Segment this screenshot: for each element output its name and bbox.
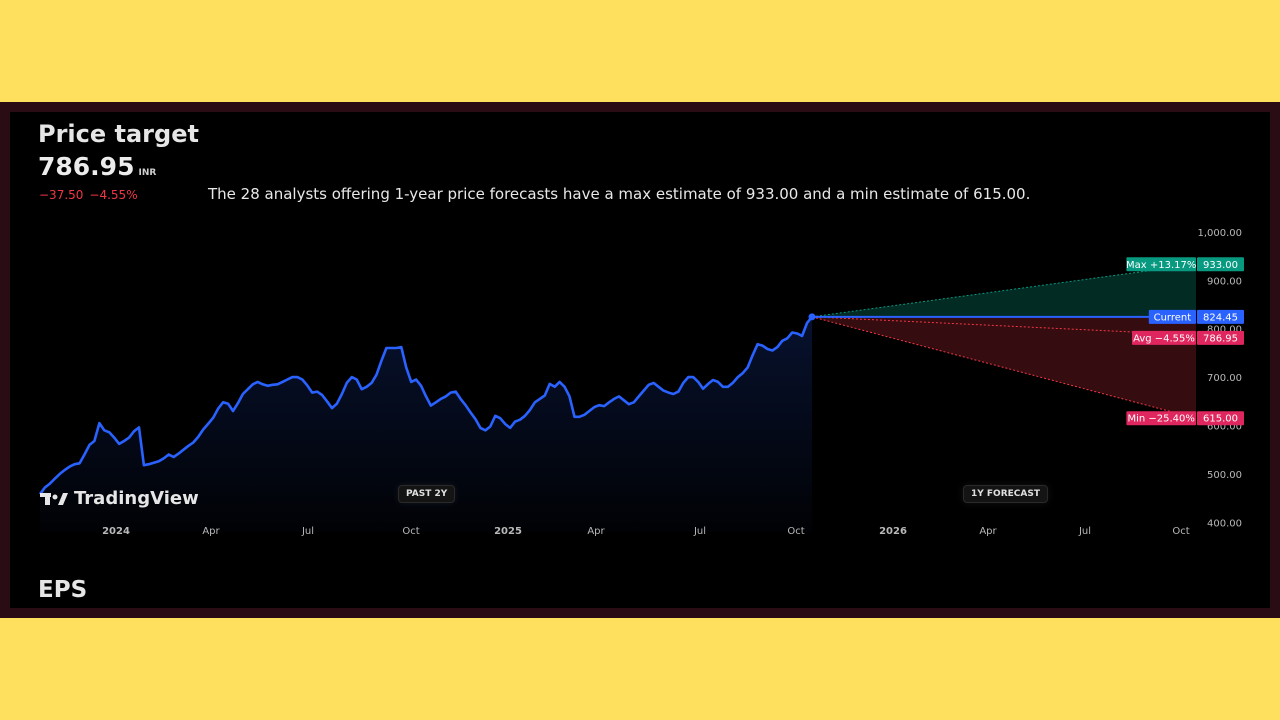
x-tick-label: 2025: [494, 526, 522, 537]
forecast-description: The 28 analysts offering 1-year price fo…: [208, 185, 1031, 203]
target-value-box: [1197, 411, 1244, 426]
target-value-box: [1197, 309, 1244, 324]
target-name-box: [1132, 330, 1196, 345]
x-tick-label: Apr: [202, 526, 220, 537]
target-name-box: [1148, 309, 1196, 324]
x-tick-label: Jul: [301, 526, 314, 537]
x-tick-label: Oct: [1172, 526, 1189, 537]
x-tick-label: Jul: [1078, 526, 1091, 537]
y-tick-label: 700.00: [1207, 373, 1242, 384]
target-value-label: 615.00: [1203, 414, 1238, 425]
eps-heading: EPS: [38, 577, 88, 603]
target-value-box: [1197, 257, 1244, 272]
y-tick-label: 1,000.00: [1197, 228, 1242, 239]
target-value-label: 824.45: [1203, 312, 1238, 323]
price-value: 786.95: [38, 152, 135, 181]
price-change: −37.50 −4.55%: [39, 188, 138, 202]
x-tick-label: 2024: [102, 526, 130, 537]
x-tick-label: Apr: [587, 526, 605, 537]
x-tick-label: Oct: [787, 526, 804, 537]
x-tick-label: 2026: [879, 526, 907, 537]
y-tick-label: 400.00: [1207, 518, 1242, 529]
price-target-panel: Price target 786.95 INR −37.50 −4.55% The …: [10, 112, 1270, 608]
target-name-label: Min −25.40%: [1127, 414, 1194, 425]
tradingview-name: TradingView: [74, 488, 199, 509]
forecast-line-max: [811, 263, 1197, 318]
currency-label: INR: [138, 168, 157, 178]
target-name-box: [1126, 257, 1196, 272]
target-value-label: 786.95: [1203, 333, 1238, 344]
history-line: [38, 315, 814, 495]
price-target-value: 786.95 INR: [38, 152, 156, 181]
x-tick-label: Jul: [693, 526, 706, 537]
forecast-area-min: [812, 316, 1196, 419]
x-axis-ticks: 2024 Apr Jul Oct 2025 Apr Jul Oct 2026 Apr Jul Oct: [102, 526, 1190, 537]
x-tick-label: Apr: [979, 526, 997, 537]
current-price-point[interactable]: [808, 313, 816, 321]
forecast-1y-pill[interactable]: 1Y FORECAST: [963, 485, 1048, 503]
x-tick-label: Oct: [402, 526, 419, 537]
tradingview-logo[interactable]: TradingView: [40, 488, 199, 509]
target-name-box: [1126, 411, 1196, 426]
target-value-label: 933.00: [1203, 260, 1238, 271]
page-title: Price target: [38, 120, 199, 148]
frame: Price target 786.95 INR −37.50 −4.55% The …: [0, 102, 1280, 618]
change-percent: −4.55%: [89, 188, 138, 202]
y-tick-label: 500.00: [1207, 470, 1242, 481]
target-value-box: [1197, 330, 1244, 345]
target-labels: Max +13.17% 933.00 Current 824.45 Avg −4.55%…: [1126, 257, 1244, 426]
target-name-label: Max +13.17%: [1126, 260, 1196, 271]
price-target-chart: 2024 Apr Jul Oct 2025 Apr Jul Oct 2026 Apr Jul Oct …: [38, 228, 1244, 537]
history-area: [40, 316, 812, 532]
change-absolute: −37.50: [39, 188, 84, 202]
tradingview-icon: [40, 492, 68, 505]
past-2y-pill[interactable]: PAST 2Y: [398, 485, 456, 503]
y-tick-label: 900.00: [1207, 276, 1242, 287]
target-name-label: Avg −4.55%: [1133, 333, 1195, 344]
y-tick-label: 800.00: [1207, 325, 1242, 336]
y-axis-ticks: 400.00 500.00 600.00 700.00 800.00 900.00 1,00…: [1197, 228, 1242, 529]
target-name-label: Current: [1154, 312, 1192, 323]
y-tick-label: 600.00: [1207, 421, 1242, 432]
